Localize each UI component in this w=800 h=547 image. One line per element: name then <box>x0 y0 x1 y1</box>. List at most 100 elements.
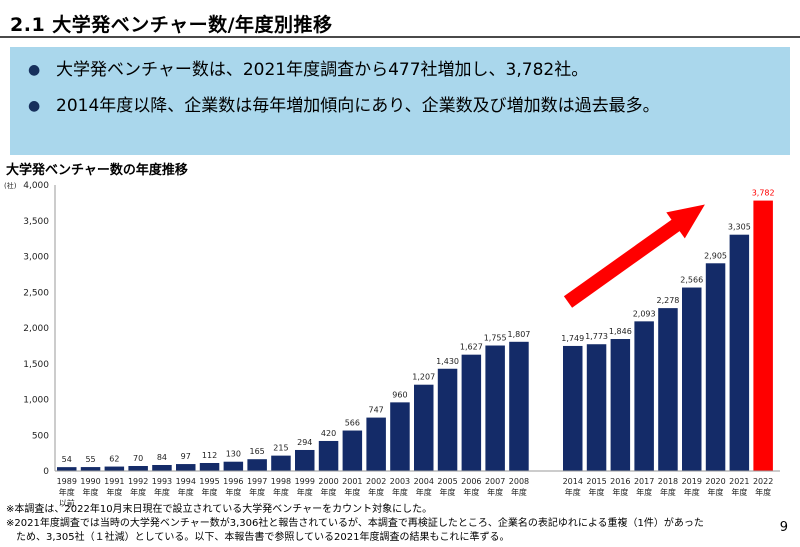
bar <box>295 449 315 471</box>
x-tick-label: 2007 年度 <box>485 477 505 497</box>
y-tick-label: 500 <box>32 431 49 441</box>
data-label: 3,305 <box>728 223 751 232</box>
x-tick-label: 2001 年度 <box>342 477 362 497</box>
bullet-dot-icon: ● <box>28 98 41 114</box>
x-tick-label: 2004 年度 <box>414 477 434 497</box>
bar <box>414 384 434 471</box>
x-tick-label: 2020 年度 <box>705 477 725 497</box>
y-axis-unit: (社) <box>4 181 17 190</box>
x-tick-label: 1995 年度 <box>199 477 219 497</box>
x-tick-label: 2002 年度 <box>366 477 386 497</box>
x-tick-label: 1998 年度 <box>271 477 291 497</box>
bar <box>509 341 529 471</box>
bar <box>485 345 505 471</box>
bar <box>247 459 267 471</box>
data-label: 747 <box>369 406 384 415</box>
x-tick-label: 1992 年度 <box>128 477 148 497</box>
bar <box>753 200 773 471</box>
data-label: 2,905 <box>704 251 727 260</box>
x-tick-label: 1996 年度 <box>223 477 243 497</box>
y-tick-label: 2,500 <box>23 288 49 298</box>
bar <box>610 339 631 471</box>
y-tick-label: 3,500 <box>23 217 49 227</box>
data-label: 112 <box>202 451 217 460</box>
x-tick-label: 1990 年度 <box>80 477 100 497</box>
x-tick-label: 1991 年度 <box>104 477 124 497</box>
footnote: ため、3,305社（１社減）としている。以下、本報告書で参照している2021年度… <box>16 532 510 543</box>
data-label: 1,207 <box>412 373 435 382</box>
y-tick-label: 3,000 <box>23 253 49 263</box>
chart-title: 大学発ベンチャー数の年度推移 <box>6 163 188 178</box>
bar <box>705 263 726 471</box>
bar <box>318 440 339 471</box>
summary-box: ● 大学発ベンチャー数は、2021年度調査から477社増加し、3,782社。 ●… <box>10 47 790 155</box>
x-tick-label: 2018 年度 <box>658 477 678 497</box>
bar <box>176 464 196 471</box>
bar <box>57 467 77 471</box>
bar <box>104 466 125 471</box>
data-label: 1,627 <box>460 343 483 352</box>
footnote: ※本調査は、2022年10月末日現在で設立されている大学発ベンチャーをカウント対… <box>6 504 433 515</box>
y-tick-label: 4,000 <box>23 181 49 191</box>
bullet-dot-icon: ● <box>28 62 41 78</box>
data-label: 2,566 <box>680 276 703 285</box>
bar <box>658 308 678 471</box>
bar <box>461 354 482 471</box>
data-label: 165 <box>250 447 265 456</box>
y-tick-label: 1,500 <box>23 360 49 370</box>
page-number: 9 <box>779 520 788 535</box>
data-label: 84 <box>157 453 167 462</box>
x-tick-label: 2021 年度 <box>729 477 749 497</box>
x-tick-label: 1989 年度以前 <box>57 477 77 508</box>
x-tick-label: 2019 年度 <box>682 477 702 497</box>
data-label: 960 <box>392 390 407 399</box>
x-tick-label: 1993 年度 <box>152 477 172 497</box>
bar <box>366 417 386 471</box>
bar <box>586 344 607 471</box>
data-label: 62 <box>109 455 119 464</box>
footnote: ※2021年度調査では当時の大学発ベンチャー数が3,306社と報告されているが、… <box>6 518 704 529</box>
bar <box>729 234 750 471</box>
data-label: 1,807 <box>507 330 530 339</box>
data-label: 215 <box>273 444 288 453</box>
x-tick-label: 1994 年度 <box>176 477 196 497</box>
x-tick-label: 2016 年度 <box>610 477 630 497</box>
data-label: 1,749 <box>561 334 584 343</box>
bar <box>634 321 654 471</box>
trend-arrow-icon <box>563 204 705 308</box>
bar <box>271 455 291 471</box>
bar <box>199 462 220 471</box>
bar <box>682 287 702 471</box>
x-tick-label: 2017 年度 <box>634 477 654 497</box>
summary-text: 2014年度以降、企業数は毎年増加傾向にあり、企業数及び増加数は過去最多。 <box>56 96 660 116</box>
data-label: 55 <box>85 455 95 464</box>
data-label: 97 <box>181 452 191 461</box>
bar <box>223 461 244 471</box>
x-tick-label: 1999 年度 <box>295 477 315 497</box>
data-label: 1,430 <box>436 357 459 366</box>
x-tick-label: 1997 年度 <box>247 477 267 497</box>
x-tick-label: 2008 年度 <box>509 477 529 497</box>
summary-bullet: ● 2014年度以降、企業数は毎年増加傾向にあり、企業数及び増加数は過去最多。 <box>28 95 746 118</box>
x-tick-label: 2005 年度 <box>437 477 457 497</box>
bar <box>128 465 148 471</box>
data-label: 420 <box>321 429 336 438</box>
title-divider <box>0 36 800 38</box>
data-label: 566 <box>345 419 360 428</box>
bar <box>342 430 363 471</box>
data-label: 2,093 <box>633 309 656 318</box>
bar <box>152 464 172 471</box>
data-label: 2,278 <box>656 296 679 305</box>
data-label: 3,782 <box>752 189 775 198</box>
summary-bullet: ● 大学発ベンチャー数は、2021年度調査から477社増加し、3,782社。 <box>28 59 746 82</box>
x-tick-label: 2003 年度 <box>390 477 410 497</box>
page-title: 2.1 大学発ベンチャー数/年度別推移 <box>10 14 333 36</box>
bar <box>390 402 410 471</box>
x-tick-label: 2006 年度 <box>461 477 481 497</box>
x-tick-label: 2000 年度 <box>318 477 338 497</box>
x-tick-label: 2015 年度 <box>586 477 606 497</box>
summary-text: 大学発ベンチャー数は、2021年度調査から477社増加し、3,782社。 <box>56 60 589 80</box>
data-label: 130 <box>226 450 241 459</box>
y-tick-label: 1,000 <box>23 396 49 406</box>
bar <box>80 467 101 471</box>
